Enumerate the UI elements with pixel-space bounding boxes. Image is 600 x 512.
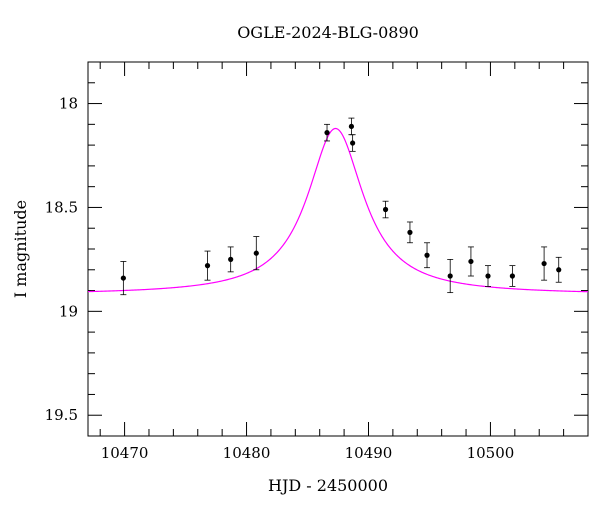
data-points-layer [120,117,562,296]
data-point-marker [468,258,474,265]
data-point [424,242,431,269]
data-point-marker [382,206,389,213]
data-point-marker [120,275,126,281]
data-point [227,246,234,273]
data-point [509,265,516,287]
y-tick-label: 19 [59,302,78,320]
data-point-marker [348,123,355,130]
data-point-marker [324,130,330,136]
y-tick-label: 19.5 [45,406,78,424]
data-point [348,117,355,136]
data-point-marker [350,140,356,146]
y-tick-label: 18.5 [45,198,78,216]
tick-labels: 10470 10480 10490 10500 18 18.5 19 19.5 [45,95,515,462]
x-tick-label: 10500 [467,444,515,462]
plot-frame [87,61,589,437]
data-point [324,123,331,142]
data-point-marker [447,273,453,279]
axis-ticks [88,61,589,437]
data-point-marker [407,229,413,235]
data-point [467,246,474,277]
data-point-marker [228,256,234,262]
data-point [204,250,211,281]
chart-title: OGLE-2024-BLG-0890 [237,23,419,42]
data-point [253,236,260,271]
data-point [555,256,562,283]
data-point-marker [204,263,211,269]
data-point-marker [556,267,562,273]
y-axis-label: I magnitude [11,200,30,298]
x-tick-label: 10470 [101,444,149,462]
data-point-marker [424,252,430,258]
data-point [485,265,491,287]
data-point-marker [485,273,491,279]
data-point [120,261,127,296]
data-point [406,221,413,244]
x-tick-label: 10480 [223,444,271,462]
model-curve [87,127,589,293]
data-point-marker [541,260,547,267]
data-point [382,200,389,219]
data-point [447,258,454,294]
data-point-marker [509,273,515,279]
data-point [349,134,356,152]
x-axis-label: HJD - 2450000 [268,476,388,495]
data-point [541,246,548,281]
y-tick-label: 18 [59,95,78,113]
x-tick-label: 10490 [345,444,393,462]
model-curve-layer [87,127,589,293]
data-point-marker [253,250,259,256]
